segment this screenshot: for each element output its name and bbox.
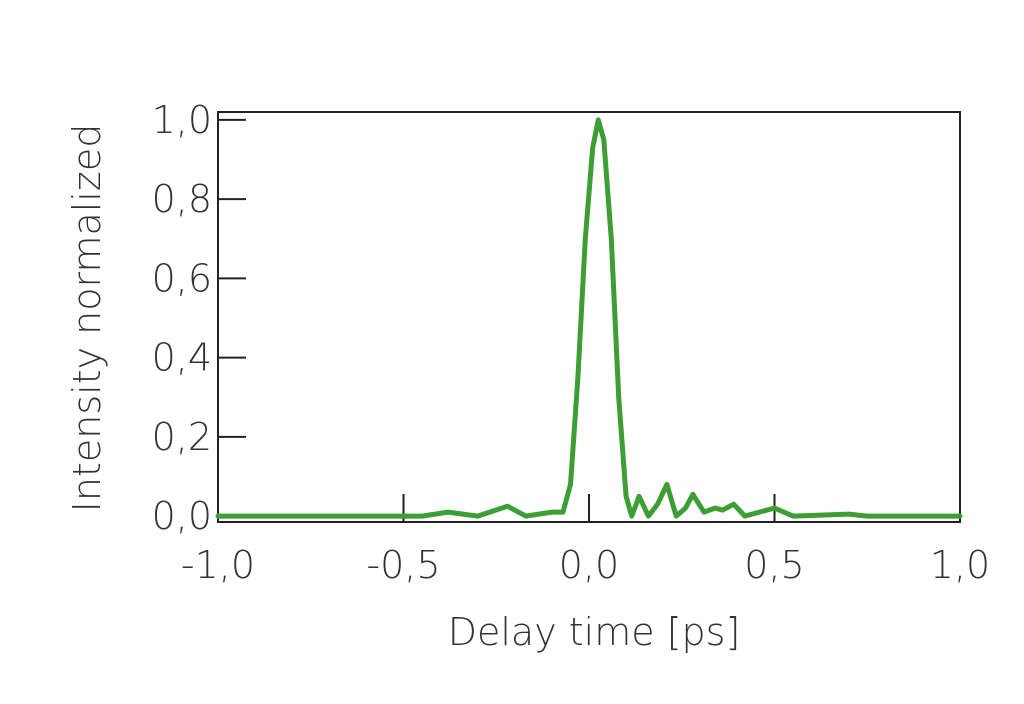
x-tick-label: 0,0 (559, 543, 619, 587)
y-tick-label: 0,0 (152, 494, 212, 538)
y-axis-label: Intensity normalized (65, 124, 109, 513)
y-tick-label: 0,8 (152, 177, 212, 221)
y-tick-label: 1,0 (152, 98, 212, 142)
x-tick-label: 0,5 (744, 543, 804, 587)
x-tick-label: 1,0 (930, 543, 990, 587)
y-tick-label: 0,2 (152, 415, 212, 459)
y-tick-label: 0,6 (152, 256, 212, 300)
x-axis-label: Delay time [ps] (448, 610, 741, 654)
x-tick-label: -0,5 (366, 543, 440, 587)
y-tick-label: 0,4 (152, 336, 212, 380)
x-tick-label: -1,0 (181, 543, 255, 587)
data-line (215, 117, 963, 519)
